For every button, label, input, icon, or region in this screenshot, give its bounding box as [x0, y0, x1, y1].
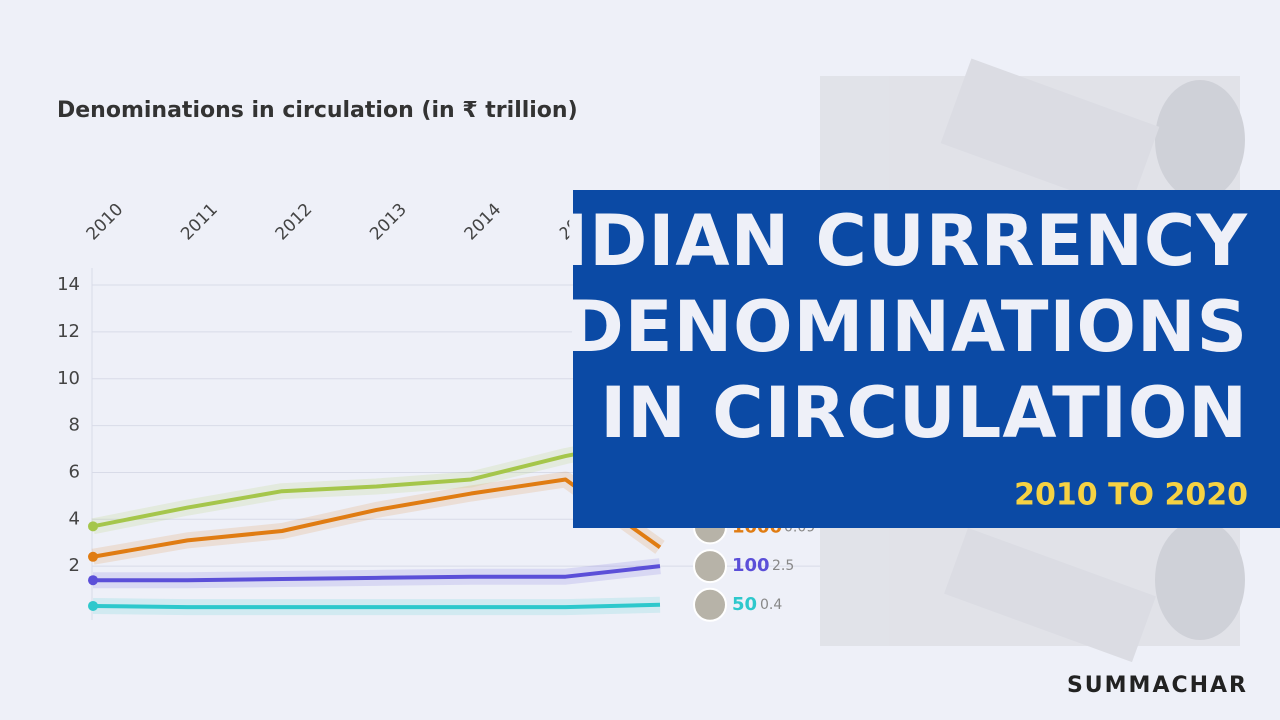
y-tick-label: 12 — [57, 321, 80, 342]
start-dot — [88, 600, 98, 611]
series-latest: 2.5 — [772, 558, 794, 574]
banner — [573, 190, 1280, 528]
series-latest: 0.4 — [760, 597, 782, 613]
note-icon — [693, 549, 727, 584]
banner-line: DENOMINATIONS — [566, 286, 1248, 368]
start-dot — [88, 575, 98, 586]
start-dot — [88, 551, 98, 562]
chart-title: Denominations in circulation (in ₹ trill… — [57, 98, 578, 123]
y-tick-label: 6 — [69, 461, 80, 482]
banner-line: INDIAN CURRENCY — [503, 200, 1249, 282]
series-line — [92, 477, 662, 559]
series-line — [93, 564, 661, 583]
series-name: 50 — [732, 594, 757, 615]
series-line — [92, 435, 661, 529]
y-tick-label: 14 — [57, 274, 80, 295]
y-tick-label: 2 — [69, 555, 80, 576]
series-name: 100 — [732, 555, 770, 576]
y-tick-label: 4 — [69, 508, 80, 529]
note-icon — [693, 587, 727, 622]
start-dot — [88, 521, 98, 532]
y-tick-label: 8 — [69, 415, 80, 436]
banner-line: IN CIRCULATION — [600, 372, 1248, 454]
banner-subtitle: 2010 TO 2020 — [1014, 478, 1248, 513]
series-line — [92, 602, 661, 610]
brand: SUMMACHAR — [1067, 673, 1248, 698]
y-tick-label: 10 — [57, 368, 80, 389]
